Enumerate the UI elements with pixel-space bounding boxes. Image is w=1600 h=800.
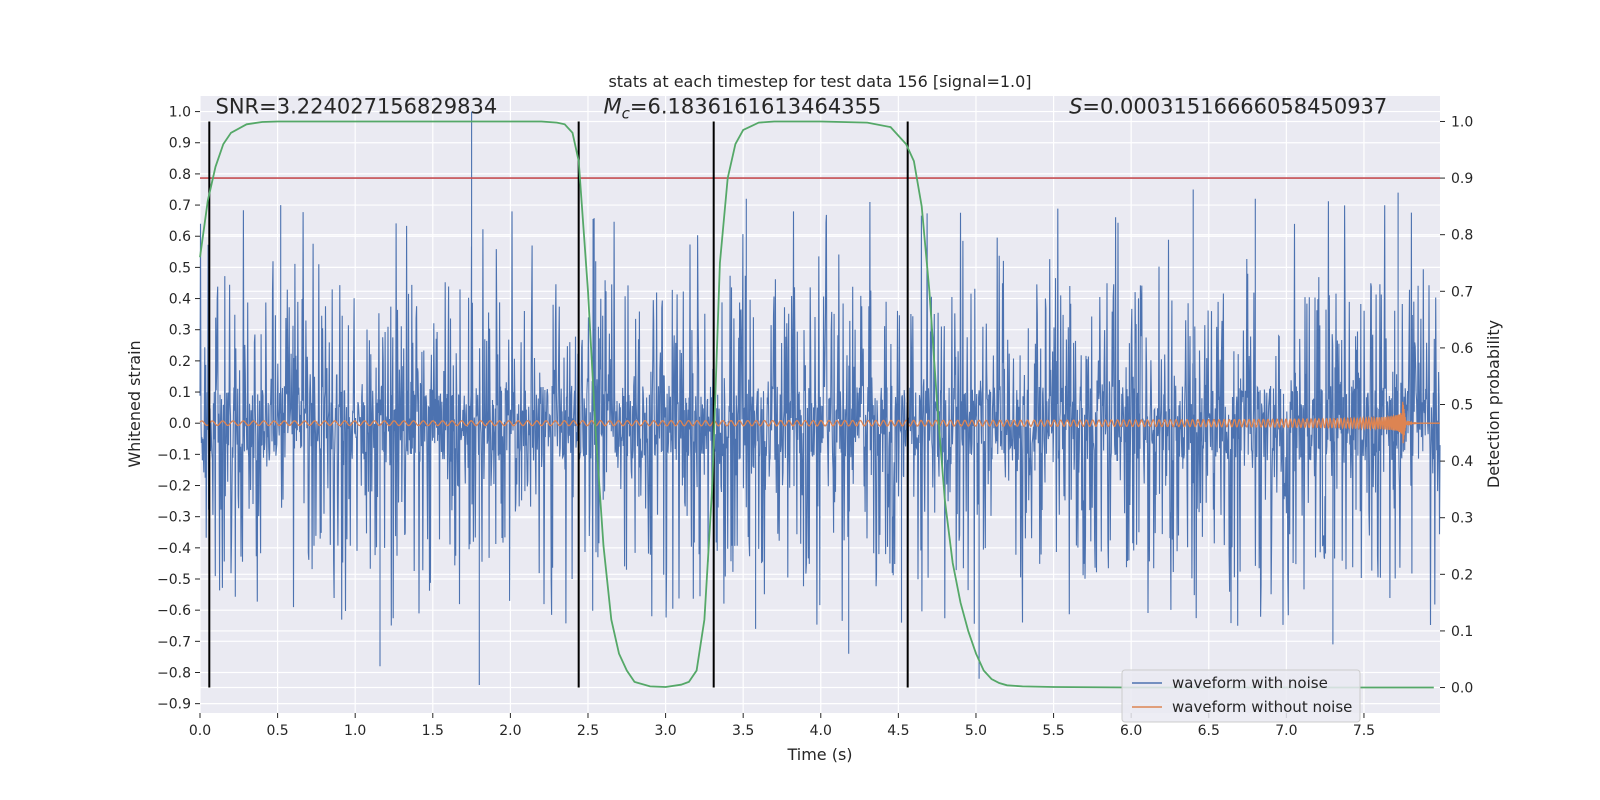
y-tick-label: −0.8	[157, 665, 191, 681]
x-tick-label: 3.0	[654, 723, 676, 739]
x-tick-label: 5.0	[965, 723, 987, 739]
y-right-tick-label: 1.0	[1451, 114, 1473, 130]
chart-title: stats at each timestep for test data 156…	[608, 72, 1031, 91]
x-tick-label: 1.5	[422, 723, 444, 739]
x-tick-label: 6.0	[1120, 723, 1142, 739]
y-right-tick-label: 0.7	[1451, 284, 1473, 300]
x-tick-label: 7.5	[1353, 723, 1375, 739]
y-tick-label: 0.5	[169, 260, 191, 276]
y-tick-label: 0.4	[169, 292, 191, 308]
y-axis-label: Whitened strain	[125, 340, 144, 467]
y-right-tick-label: 0.8	[1451, 228, 1473, 244]
y-right-tick-label: 0.9	[1451, 171, 1473, 187]
annotation-text: S=0.00031516666058450937	[1069, 94, 1387, 118]
y-right-tick-label: 0.4	[1451, 454, 1473, 470]
y-right-tick-label: 0.1	[1451, 624, 1473, 640]
y-right-tick-label: 0.6	[1451, 341, 1473, 357]
legend-entry-clean: waveform without noise	[1172, 698, 1352, 716]
y-tick-label: 0.7	[169, 198, 191, 214]
x-tick-label: 6.5	[1198, 723, 1220, 739]
y-tick-label: 0.2	[169, 354, 191, 370]
axes: 0.0 0.5 1.0 1.5 2.0 2.5 3.0 3.5 4.0 4.5 5.0 5.5 6.0 6…	[157, 105, 1473, 739]
x-tick-label: 4.0	[810, 723, 832, 739]
x-tick-label: 0.0	[189, 723, 211, 739]
y-tick-label: −0.9	[157, 697, 191, 713]
x-tick-label: 1.0	[344, 723, 366, 739]
noise-line	[199, 111, 1441, 685]
y-tick-label: 0.8	[169, 167, 191, 183]
x-tick-label: 2.0	[499, 723, 521, 739]
legend: waveform with noise waveform without noi…	[1121, 669, 1361, 723]
y-tick-label: −0.2	[157, 479, 191, 495]
x-axis-label: Time (s)	[786, 745, 852, 764]
y-tick-label: 0.9	[169, 136, 191, 152]
x-tick-label: 0.5	[266, 723, 288, 739]
y-right-tick-label: 0.3	[1451, 511, 1473, 527]
x-tick-label: 3.5	[732, 723, 754, 739]
y-right-axis-label: Detection probability	[1484, 320, 1503, 488]
x-tick-label: 2.5	[577, 723, 599, 739]
y-tick-label: −0.4	[157, 541, 191, 557]
legend-box	[1121, 669, 1361, 723]
annotations: SNR=3.224027156829834 Mc=6.18361616134643…	[216, 94, 1388, 122]
y-tick-label: −0.6	[157, 603, 191, 619]
y-right-tick-label: 0.0	[1451, 681, 1473, 697]
annotation-text: Mc=6.1836161613464355	[604, 94, 882, 122]
y-tick-label: 1.0	[169, 105, 191, 121]
y-tick-label: 0.3	[169, 323, 191, 339]
clean-series	[199, 401, 1440, 444]
y-tick-label: 0.6	[169, 229, 191, 245]
x-tick-label: 7.0	[1275, 723, 1297, 739]
noise-series	[199, 111, 1441, 685]
legend-entry-noise: waveform with noise	[1172, 674, 1328, 692]
y-tick-label: −0.7	[157, 634, 191, 650]
reference-lines	[200, 121, 1440, 688]
clean-line	[199, 401, 1440, 444]
annotation-text: SNR=3.224027156829834	[216, 94, 498, 118]
y-tick-label: 0.0	[169, 416, 191, 432]
y-tick-label: 0.1	[169, 385, 191, 401]
y-right-tick-label: 0.5	[1451, 398, 1473, 414]
y-tick-label: −0.5	[157, 572, 191, 588]
x-tick-label: 4.5	[887, 723, 909, 739]
probability-line	[199, 120, 1434, 689]
y-right-tick-label: 0.2	[1451, 567, 1473, 583]
y-tick-label: −0.3	[157, 510, 191, 526]
y-tick-label: −0.1	[157, 447, 191, 463]
x-tick-label: 5.5	[1042, 723, 1064, 739]
probability-series	[199, 120, 1434, 689]
